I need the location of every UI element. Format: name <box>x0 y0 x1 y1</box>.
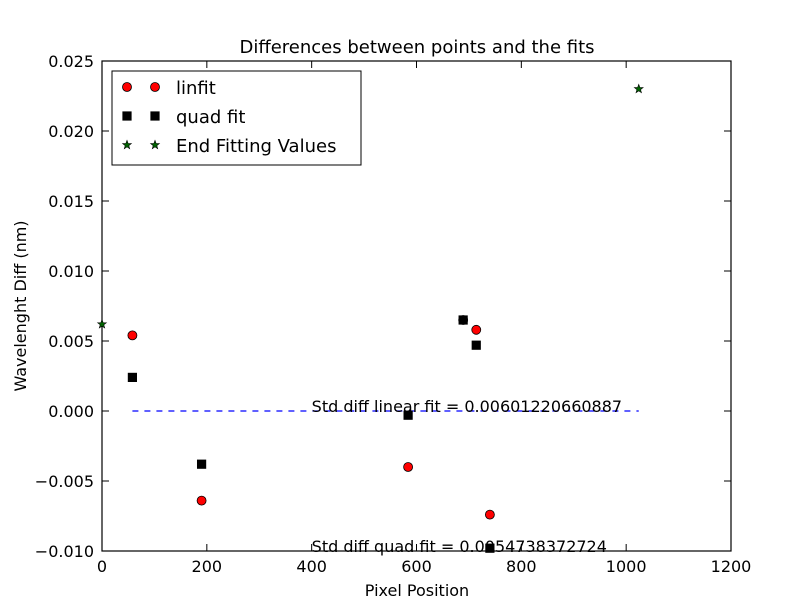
linfit-point <box>471 324 482 335</box>
y-tick-label: −0.005 <box>35 472 94 491</box>
legend-label: linfit <box>176 78 216 99</box>
legend-marker <box>149 139 161 150</box>
x-tick-label: 1000 <box>606 557 647 576</box>
legend-marker <box>150 111 160 121</box>
quad-fit-point <box>127 372 138 383</box>
x-tick-label: 400 <box>296 557 327 576</box>
y-tick-label: 0.010 <box>48 262 94 281</box>
fit-std-annotation: Std diff linear fit = 0.00601220660887 <box>312 397 622 416</box>
y-tick-label: 0.005 <box>48 332 94 351</box>
legend-label: quad fit <box>176 107 245 128</box>
x-tick-label: 800 <box>506 557 537 576</box>
y-tick-label: 0.015 <box>48 192 94 211</box>
y-tick-label: 0.025 <box>48 52 94 71</box>
legend-marker <box>121 139 133 150</box>
y-tick-label: 0.000 <box>48 402 94 421</box>
quad-fit-point <box>403 410 413 420</box>
chart-title: Differences between points and the fits <box>239 37 594 58</box>
quad-fit-point <box>196 459 207 469</box>
annotations-layer: Std diff linear fit = 0.00601220660887 St… <box>312 397 622 556</box>
end-fitting-values-point <box>633 83 644 94</box>
quad-fit-point <box>458 315 468 325</box>
legend-marker <box>122 111 132 121</box>
y-tick-label: 0.020 <box>48 122 94 141</box>
x-tick-label: 600 <box>401 557 432 576</box>
fit-std-annotation: Std diff quad fit = 0.0054738372724 <box>312 537 607 556</box>
quad-fit-point <box>471 340 481 350</box>
y-tick-label: −0.010 <box>35 542 94 561</box>
linfit-point <box>196 495 207 506</box>
data-points-layer <box>96 83 644 553</box>
x-axis-label: Pixel Position <box>365 581 469 600</box>
x-tick-label: 1200 <box>711 557 752 576</box>
legend-marker <box>122 82 132 92</box>
linfit-point <box>403 462 414 472</box>
y-axis-ticks: −0.010 −0.005 0.000 0.005 0.010 0.015 0.020 0.0… <box>35 52 731 561</box>
end-fitting-values-point <box>96 318 108 329</box>
x-tick-label: 200 <box>192 557 223 576</box>
legend-label: End Fitting Values <box>176 136 336 157</box>
legend-marker <box>150 82 160 92</box>
linfit-point <box>484 509 495 520</box>
quad-fit-point <box>485 543 495 553</box>
y-axis-label: Wavelenght Diff (nm) <box>11 220 30 391</box>
linfit-point <box>127 330 138 341</box>
legend: linfit quad fit End Fitting Values <box>111 70 362 166</box>
x-axis-ticks: 0 200 400 600 800 1000 1200 <box>97 61 751 576</box>
x-tick-label: 0 <box>97 557 107 576</box>
